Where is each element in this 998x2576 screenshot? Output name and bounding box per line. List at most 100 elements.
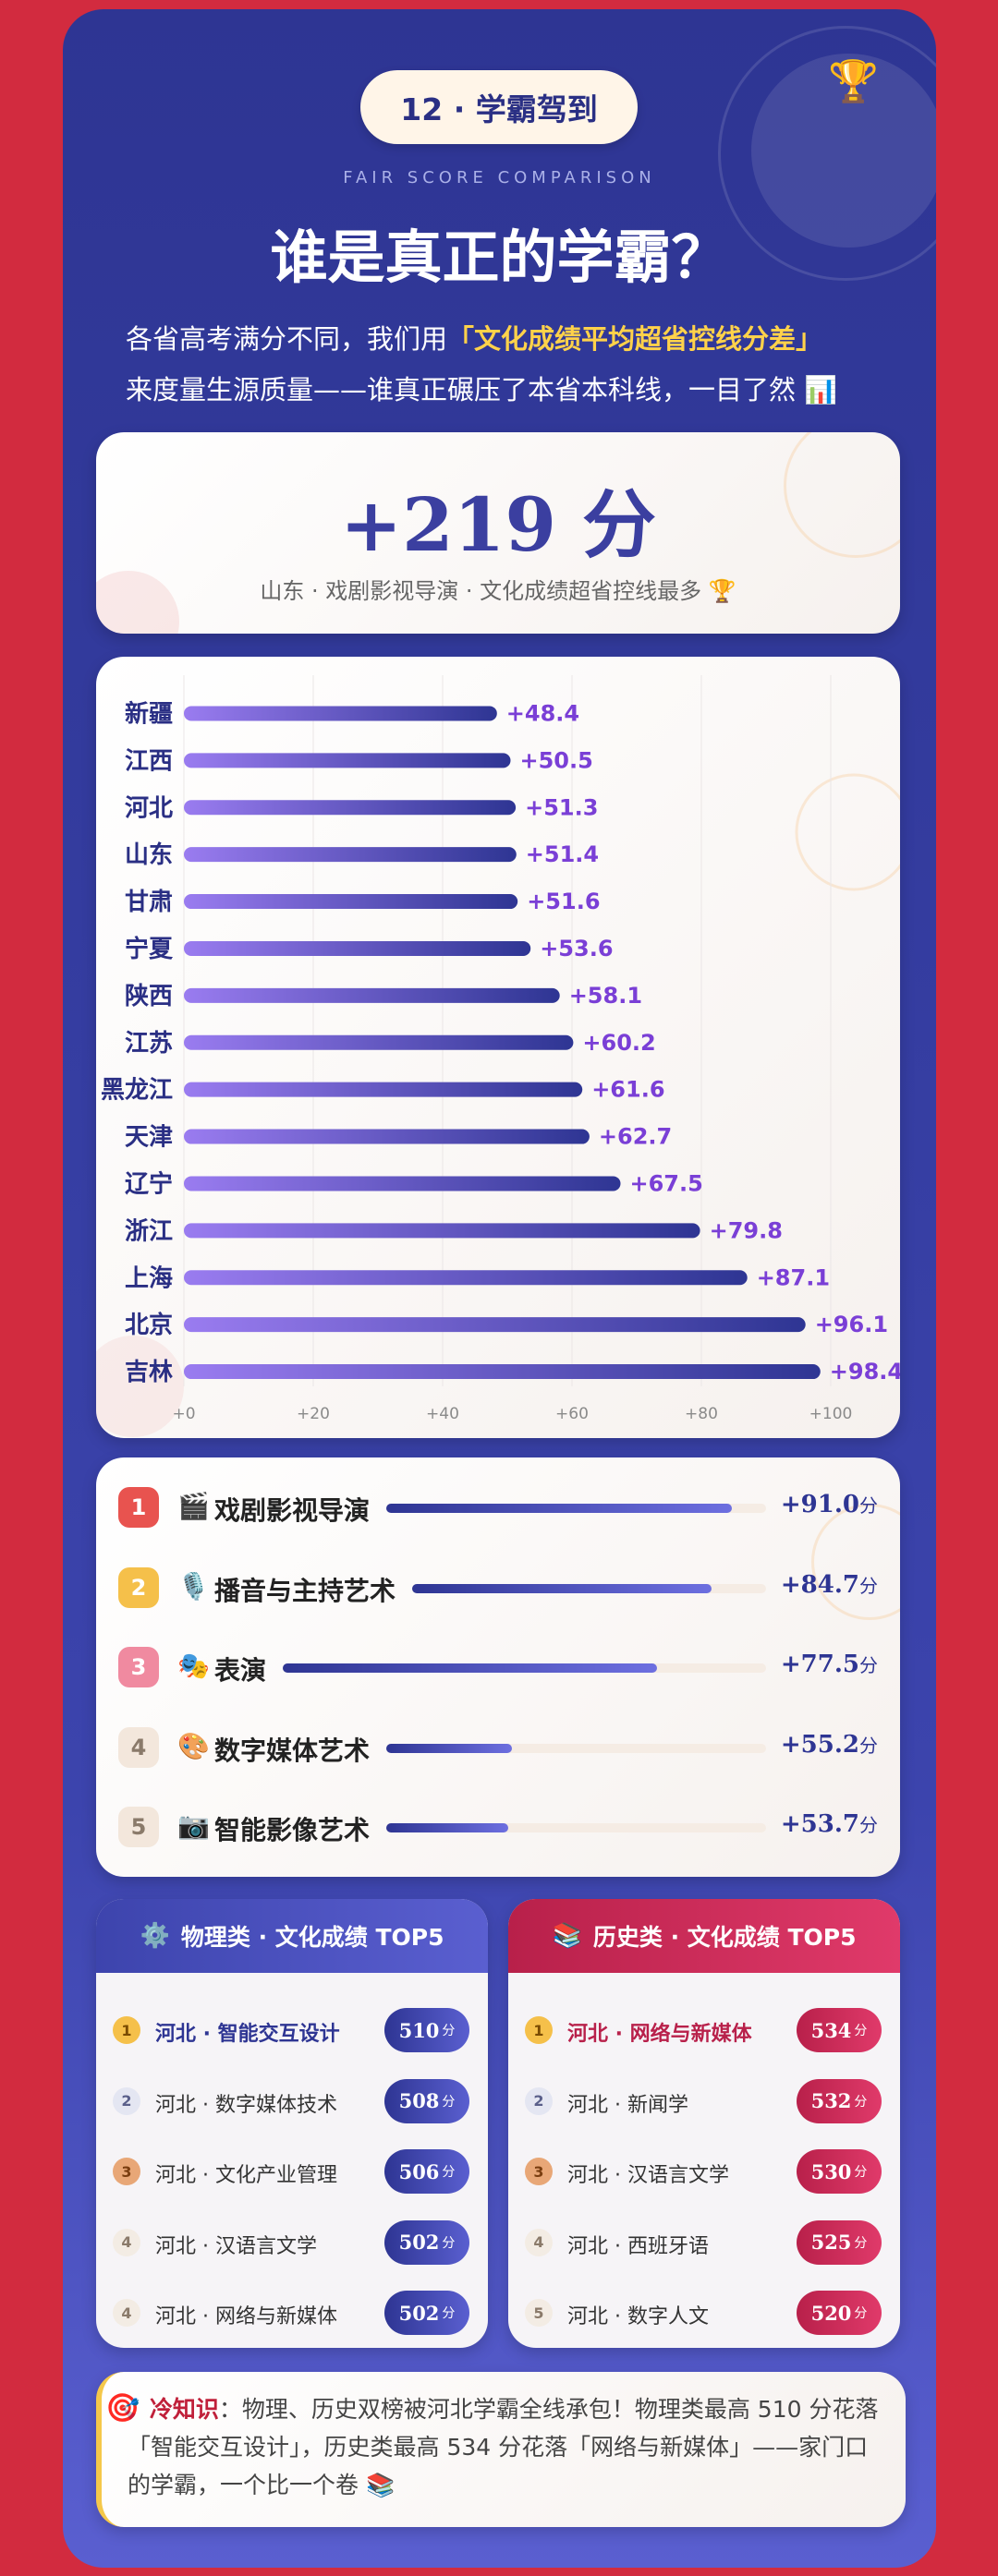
bar xyxy=(184,1176,621,1191)
intro-highlight: 「文化成绩平均超省控线分差」 xyxy=(447,323,823,355)
bar xyxy=(184,1082,583,1097)
category-label: 江苏 xyxy=(125,1030,173,1058)
major-value: +91.0分 xyxy=(780,1491,878,1518)
rank-badge: 4 xyxy=(118,1726,159,1768)
infographic-card: 🏆 12 · 学霸驾到 FAIR SCORE COMPARISON 谁是真正的学… xyxy=(63,9,936,2568)
fun-fact-text: 冷知识：物理、历史双榜被河北学霸全线承包！物理类最高 510 分花落「智能交互设… xyxy=(128,2390,885,2504)
trophy-icon: 🏆 xyxy=(828,58,879,105)
bar xyxy=(184,1223,700,1239)
x-tick-label: +80 xyxy=(685,1405,718,1423)
major-name: 播音与主持艺术 xyxy=(214,1575,396,1606)
top5-row: 4 河北 · 网络与新媒体 502 分 xyxy=(96,2285,488,2340)
bar xyxy=(184,1317,806,1333)
top5-row: 1 河北 · 智能交互设计 510 分 xyxy=(96,2002,488,2058)
top5-score-pill: 508 分 xyxy=(384,2078,469,2123)
bar-value-label: +98.4 xyxy=(830,1359,900,1385)
target-icon: 🎯 xyxy=(105,2392,140,2425)
rank-badge: 1 xyxy=(113,2016,140,2044)
decorative-ring xyxy=(784,432,900,558)
bar xyxy=(184,1270,748,1286)
top5-score-pill: 506 分 xyxy=(384,2149,469,2194)
bar-value-label: +61.6 xyxy=(591,1077,664,1103)
major-icon: 🎨 xyxy=(177,1730,210,1761)
bar-value-label: +87.1 xyxy=(757,1264,830,1290)
hero-caption: 山东 · 戏剧影视导演 · 文化成绩超省控线最多 🏆 xyxy=(260,578,736,604)
decorative-circle xyxy=(751,54,936,248)
rank-badge: 2 xyxy=(525,2086,553,2115)
ranking-row: 4 🎨 数字媒体艺术 +55.2分 xyxy=(96,1720,900,1775)
ranking-bar-fill xyxy=(386,1743,513,1753)
gear-icon: ⚙️ xyxy=(140,1922,170,1950)
category-label: 浙江 xyxy=(125,1217,173,1245)
ranking-bar-fill xyxy=(412,1583,712,1593)
category-label: 天津 xyxy=(125,1124,173,1152)
major-ranking-panel: 1 🎬 戏剧影视导演 +91.0分 2 🎙️ 播音与主持艺术 +84.7分 3 🎭 表演 +77.5分… xyxy=(96,1457,900,1877)
category-label: 甘肃 xyxy=(125,889,173,916)
top5-score-pill: 502 分 xyxy=(384,2219,469,2265)
major-icon: 🎭 xyxy=(177,1651,210,1681)
bar-value-label: +50.5 xyxy=(520,747,593,773)
ranking-bar-fill xyxy=(283,1663,658,1673)
rank-badge: 2 xyxy=(113,2086,140,2115)
top5-row: 2 河北 · 数字媒体技术 508 分 xyxy=(96,2074,488,2129)
rank-badge: 4 xyxy=(113,2228,140,2256)
rank-badge: 5 xyxy=(525,2299,553,2327)
major-value: +53.7分 xyxy=(780,1810,878,1838)
category-label: 黑龙江 xyxy=(101,1077,173,1105)
bar xyxy=(184,987,560,1003)
section-badge: 12 · 学霸驾到 xyxy=(360,70,638,144)
category-label: 江西 xyxy=(125,747,173,775)
ranking-bar-fill xyxy=(386,1504,732,1513)
bar xyxy=(184,894,518,910)
category-label: 新疆 xyxy=(125,699,173,728)
ranking-bar-track xyxy=(412,1583,766,1593)
top5-major-name: 河北 · 网络与新媒体 xyxy=(155,2305,337,2328)
english-subtitle: FAIR SCORE COMPARISON xyxy=(343,168,656,187)
bar-value-label: +51.4 xyxy=(526,841,599,867)
top5-row: 2 河北 · 新闻学 532 分 xyxy=(508,2074,900,2129)
top5-major-name: 河北 · 数字媒体技术 xyxy=(155,2093,337,2117)
bar xyxy=(184,706,497,721)
bar-value-label: +51.6 xyxy=(527,889,600,914)
bar-value-label: +58.1 xyxy=(569,983,642,1009)
top5-row: 3 河北 · 汉语言文学 530 分 xyxy=(508,2144,900,2199)
x-tick-label: +40 xyxy=(426,1405,459,1423)
top5-major-name: 河北 · 西班牙语 xyxy=(567,2234,709,2258)
top5-row: 1 河北 · 网络与新媒体 534 分 xyxy=(508,2002,900,2058)
top5-major-name: 河北 · 智能交互设计 xyxy=(155,2023,340,2046)
rank-badge: 4 xyxy=(113,2299,140,2327)
ranking-row: 2 🎙️ 播音与主持艺术 +84.7分 xyxy=(96,1560,900,1615)
bar xyxy=(184,847,517,863)
fun-fact-body: ：物理、历史双榜被河北学霸全线承包！物理类最高 510 分花落「智能交互设计」，… xyxy=(128,2396,879,2498)
x-tick-label: +60 xyxy=(555,1405,589,1423)
top5-score-pill: 532 分 xyxy=(797,2078,882,2123)
category-label: 上海 xyxy=(125,1264,173,1292)
ranking-bar-track xyxy=(386,1823,766,1832)
bar-value-label: +62.7 xyxy=(599,1124,672,1150)
decorative-ring xyxy=(795,773,900,891)
province-bar-chart: +0 +20 +40 +60 +80 +100 新疆 +48.4 江西 +50.5 河北 +51.3 山… xyxy=(96,657,900,1438)
major-name: 戏剧影视导演 xyxy=(214,1495,371,1526)
top5-row: 3 河北 · 文化产业管理 506 分 xyxy=(96,2144,488,2199)
chart-canvas: +0 +20 +40 +60 +80 +100 新疆 +48.4 江西 +50.5 河北 +51.3 山… xyxy=(96,675,900,1437)
hero-value: +219 分 xyxy=(340,481,656,568)
major-icon: 📷 xyxy=(177,1810,210,1841)
physics-top5-header: ⚙️ 物理类 · 文化成绩 TOP5 xyxy=(96,1899,488,1973)
intro-line1: 各省高考满分不同，我们用 xyxy=(126,323,448,355)
major-name: 数字媒体艺术 xyxy=(214,1735,371,1766)
major-value: +55.2分 xyxy=(780,1730,878,1759)
category-label: 辽宁 xyxy=(125,1169,173,1198)
category-label: 北京 xyxy=(125,1311,173,1339)
bar xyxy=(184,800,517,816)
top5-score-pill: 510 分 xyxy=(384,2008,469,2052)
page-title: 谁是真正的学霸？ xyxy=(270,224,729,291)
bar xyxy=(184,1364,821,1380)
major-icon: 🎙️ xyxy=(177,1570,210,1602)
top5-score-pill: 525 分 xyxy=(797,2219,882,2265)
bar-value-label: +96.1 xyxy=(815,1312,888,1337)
ranking-row: 5 📷 智能影像艺术 +53.7分 xyxy=(96,1799,900,1855)
bar xyxy=(184,1034,574,1050)
bar xyxy=(184,940,531,956)
ranking-bar-track xyxy=(386,1743,766,1753)
decorative-ring xyxy=(718,26,936,281)
